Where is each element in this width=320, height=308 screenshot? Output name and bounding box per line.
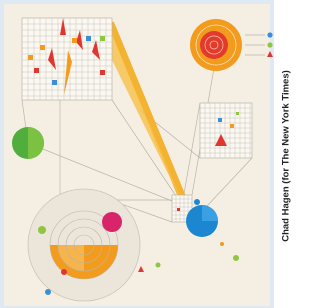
top-grid-rect [28, 55, 33, 60]
target-circle [190, 19, 242, 71]
key-dots-circle [267, 32, 272, 37]
top-grid-rect [40, 45, 45, 50]
top-grid-rect [52, 80, 57, 85]
key-dots-circle [267, 42, 272, 47]
top-grid-rect [100, 70, 105, 75]
right-grid-rect [200, 103, 252, 158]
small-grid-rect [177, 208, 180, 211]
large-dial-circle [102, 212, 122, 232]
blue-circle-circle [220, 242, 224, 246]
right-grid-rect [236, 112, 239, 115]
green-circle [12, 127, 44, 159]
top-grid-rect [100, 36, 105, 41]
top-grid-rect [22, 18, 112, 100]
target-circle-circle [200, 31, 228, 59]
blue-circle-circle [156, 263, 161, 268]
right-grid [200, 103, 252, 158]
right-grid-rect [218, 118, 222, 122]
right-grid-rect [230, 124, 234, 128]
photo-credit: Chad Hagen (for The New York Times) [281, 70, 292, 242]
top-grid-rect [34, 68, 39, 73]
top-grid-rect [86, 36, 91, 41]
large-dial-circle [61, 269, 67, 275]
large-dial-circle [38, 226, 46, 234]
top-grid-rect [72, 38, 77, 43]
large-dial-circle [45, 289, 51, 295]
illustration: Chad Hagen (for The New York Times) [0, 0, 292, 308]
blue-circle-circle [194, 199, 200, 205]
top-grid [22, 18, 112, 100]
blue-circle-circle [233, 255, 239, 261]
